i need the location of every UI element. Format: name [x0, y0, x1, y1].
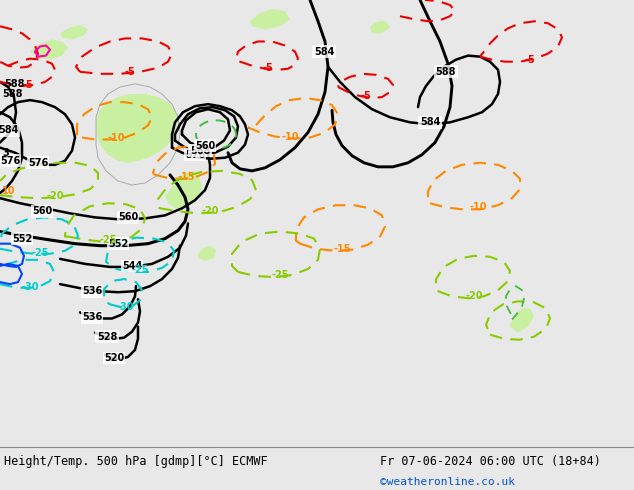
Text: 10: 10: [2, 186, 15, 196]
Text: -30: -30: [22, 282, 39, 292]
Polygon shape: [165, 171, 202, 208]
Polygon shape: [198, 245, 216, 261]
Text: -25: -25: [131, 265, 149, 275]
Polygon shape: [96, 94, 178, 163]
Text: 588: 588: [2, 89, 22, 99]
Text: -20: -20: [465, 291, 482, 301]
Text: Fr 07-06-2024 06:00 UTC (18+84): Fr 07-06-2024 06:00 UTC (18+84): [380, 455, 601, 468]
Text: -10: -10: [469, 202, 487, 212]
Text: -5: -5: [361, 91, 372, 101]
Text: 536: 536: [82, 286, 102, 296]
Text: ©weatheronline.co.uk: ©weatheronline.co.uk: [380, 477, 515, 487]
Polygon shape: [510, 308, 534, 333]
Text: 560: 560: [195, 141, 215, 150]
Text: 576: 576: [0, 156, 20, 166]
Text: 568: 568: [190, 146, 210, 156]
Text: -10: -10: [281, 131, 299, 142]
Polygon shape: [60, 25, 88, 39]
Text: 584: 584: [0, 125, 18, 135]
Polygon shape: [30, 39, 68, 60]
Text: -5: -5: [262, 63, 273, 73]
Text: 560: 560: [118, 212, 138, 222]
Text: 528: 528: [97, 332, 117, 342]
Text: -25: -25: [100, 235, 117, 245]
Text: 536: 536: [82, 313, 102, 322]
Text: -10: -10: [107, 132, 125, 143]
Text: -20: -20: [46, 191, 64, 201]
Text: 588: 588: [436, 67, 456, 77]
Text: 576: 576: [28, 158, 48, 168]
Text: 3: 3: [2, 147, 9, 158]
Text: 576: 576: [185, 150, 205, 160]
Text: 544: 544: [122, 261, 142, 271]
Text: -30: -30: [116, 302, 134, 313]
Text: 588: 588: [4, 79, 25, 89]
Text: 552: 552: [108, 239, 128, 249]
Text: 520: 520: [104, 353, 124, 363]
Text: -25: -25: [31, 248, 49, 258]
Text: 552: 552: [12, 234, 32, 244]
Polygon shape: [250, 9, 290, 29]
Text: -25: -25: [271, 270, 288, 280]
Text: -15: -15: [178, 172, 195, 182]
Text: Height/Temp. 500 hPa [gdmp][°C] ECMWF: Height/Temp. 500 hPa [gdmp][°C] ECMWF: [4, 455, 268, 468]
Text: -20: -20: [201, 206, 219, 216]
Text: -15: -15: [333, 244, 351, 254]
Text: 560: 560: [32, 206, 52, 216]
Text: 584: 584: [314, 47, 334, 56]
Text: -5: -5: [23, 80, 34, 90]
Text: 584: 584: [420, 117, 440, 127]
Text: -5: -5: [125, 67, 136, 77]
Polygon shape: [370, 21, 390, 33]
Text: -5: -5: [524, 55, 535, 65]
